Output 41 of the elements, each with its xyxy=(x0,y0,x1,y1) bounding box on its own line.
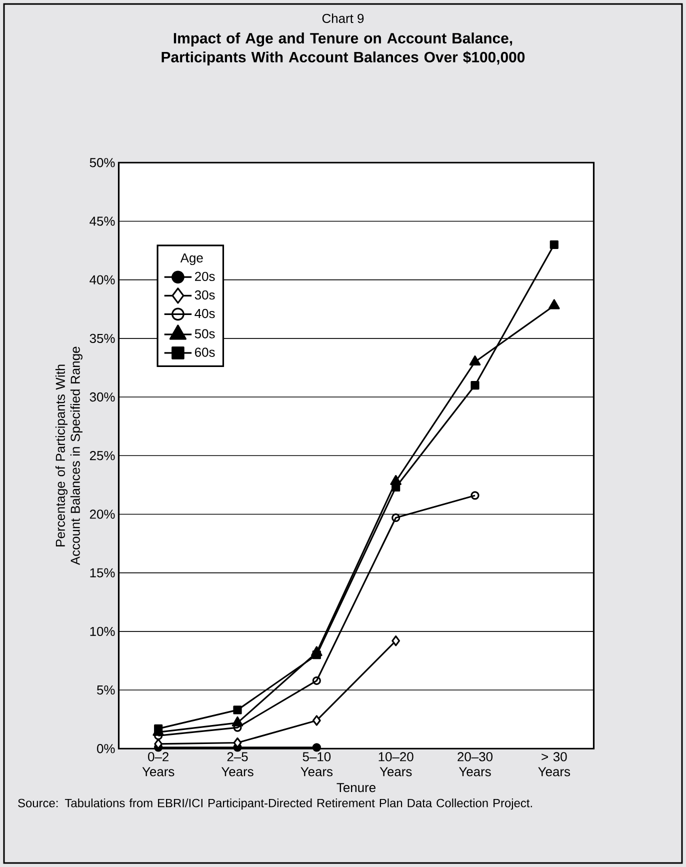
point xyxy=(550,240,558,249)
point xyxy=(312,676,321,685)
x-tick-label: > 30 Years xyxy=(538,752,570,776)
point xyxy=(312,715,321,726)
chart-title: Chart 9 xyxy=(322,14,364,24)
y-tick-label: 45% xyxy=(90,216,115,226)
legend-label: 60s xyxy=(195,348,215,357)
y-tick-label: 10% xyxy=(90,626,115,636)
y-tick-label: 0% xyxy=(97,744,115,754)
point xyxy=(232,716,244,726)
legend-label: 20s xyxy=(195,272,215,282)
x-tick-label: 0–2 Years xyxy=(142,752,174,776)
point xyxy=(154,724,163,733)
y-tick-label: 50% xyxy=(90,158,115,168)
x-tick-label: 5–10 Years xyxy=(300,752,333,776)
point xyxy=(470,381,480,390)
point xyxy=(392,513,400,522)
legend-title: Age xyxy=(180,253,203,266)
x-axis-title: Tenure xyxy=(336,783,376,792)
point xyxy=(392,635,400,646)
x-tick-label: 20–30 Years xyxy=(458,752,492,776)
y-tick-label: 20% xyxy=(90,510,115,519)
y-tick-label: 35% xyxy=(90,334,115,344)
y-tick-label: 40% xyxy=(90,275,115,284)
chart-subtitle: Impact of Age and Tenure on Account Balance, Participants With Account Balances Over $100,000 xyxy=(162,32,525,66)
source-note: Source: Tabulations from EBRI/ICI Participant-Directed Retirement Plan Data Collection Project. xyxy=(18,798,532,810)
y-tick-label: 15% xyxy=(90,568,115,578)
legend-label: 50s xyxy=(194,329,215,338)
x-tick-label: 2–5 Years xyxy=(221,752,254,776)
point xyxy=(312,650,321,660)
y-tick-label: 30% xyxy=(90,392,115,402)
point xyxy=(233,706,242,714)
y-axis-title: Percentage of Participants With Account Balances in Specified Range xyxy=(55,346,82,566)
y-tick-label: 5% xyxy=(97,685,115,695)
point xyxy=(469,355,481,366)
x-tick-label: 10–20 Years xyxy=(378,752,414,776)
point xyxy=(312,743,321,752)
y-tick-label: 25% xyxy=(90,451,115,460)
point xyxy=(548,299,560,310)
legend-label: 30s xyxy=(194,290,215,300)
legend-label: 40s xyxy=(194,308,215,318)
